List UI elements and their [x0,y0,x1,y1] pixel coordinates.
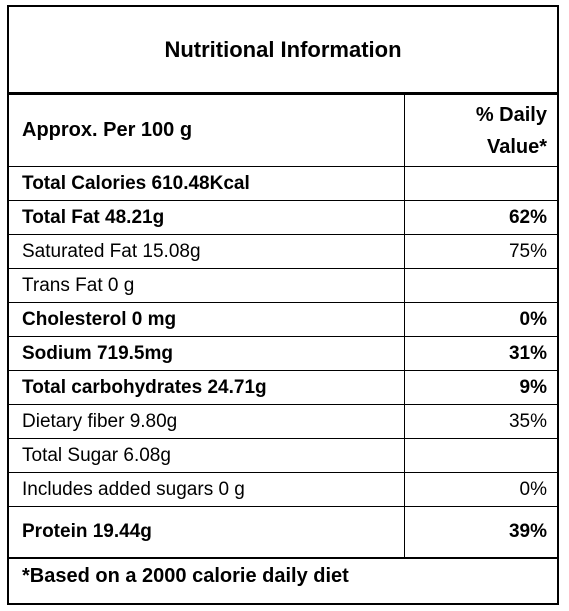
nutrient-label: Includes added sugars 0 g [9,472,405,507]
nutrient-label: Dietary fiber 9.80g [9,404,405,439]
table-row: Sodium 719.5mg 31% [9,336,557,371]
table-row: Cholesterol 0 mg 0% [9,302,557,337]
daily-value: 39% [403,506,557,559]
daily-value: 9% [403,370,557,405]
nutrition-table: Nutritional Information Approx. Per 100 … [9,7,557,594]
table-row: Total Calories 610.48Kcal [9,166,557,201]
daily-value [403,166,557,201]
table-row: Includes added sugars 0 g 0% [9,472,557,507]
daily-value-header: % Daily Value* [403,93,557,167]
daily-value: 62% [403,200,557,235]
nutrient-label: Total Sugar 6.08g [9,438,405,473]
table-row: Saturated Fat 15.08g 75% [9,234,557,269]
nutrient-label: Protein 19.44g [9,506,405,559]
nutrient-label: Total Calories 610.48Kcal [9,166,405,201]
nutrient-label: Cholesterol 0 mg [9,302,405,337]
header-row: Approx. Per 100 g % Daily Value* [9,93,557,167]
daily-value: 0% [403,472,557,507]
table-row: Total Sugar 6.08g [9,438,557,473]
per-100g-header: Approx. Per 100 g [9,93,405,167]
table-row: Trans Fat 0 g [9,268,557,303]
nutrient-label: Total carbohydrates 24.71g [9,370,405,405]
nutrient-label: Sodium 719.5mg [9,336,405,371]
title-row: Nutritional Information [9,7,557,95]
table-row: Total carbohydrates 24.71g 9% [9,370,557,405]
daily-value: 31% [403,336,557,371]
nutrient-label: Saturated Fat 15.08g [9,234,405,269]
table-row: Protein 19.44g 39% [9,506,557,559]
table-title: Nutritional Information [9,7,557,95]
daily-value: 75% [403,234,557,269]
daily-value-header-line2: Value* [486,135,547,158]
footnote-row: *Based on a 2000 calorie daily diet [9,557,557,594]
footnote: *Based on a 2000 calorie daily diet [9,557,557,594]
table-row: Total Fat 48.21g 62% [9,200,557,235]
daily-value: 35% [403,404,557,439]
daily-value [403,438,557,473]
daily-value [403,268,557,303]
daily-value: 0% [403,302,557,337]
table-row: Dietary fiber 9.80g 35% [9,404,557,439]
nutrient-label: Total Fat 48.21g [9,200,405,235]
nutrient-label: Trans Fat 0 g [9,268,405,303]
nutrition-facts-panel: Nutritional Information Approx. Per 100 … [7,5,559,605]
daily-value-header-line1: % Daily [475,103,547,126]
